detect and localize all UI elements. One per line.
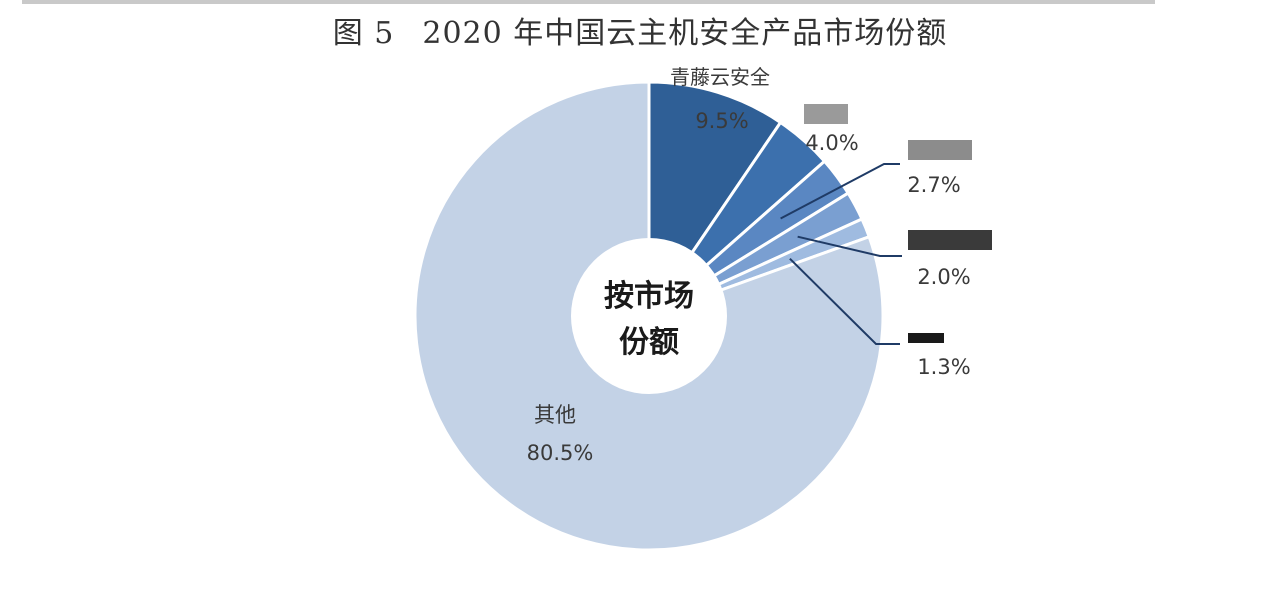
slice-1-value: 4.0%	[805, 131, 858, 155]
top-rule	[22, 0, 1155, 4]
slice-3-redacted-name	[908, 230, 992, 250]
center-label-line-2: 份额	[619, 325, 679, 360]
donut-hole	[571, 238, 727, 394]
slice-2-value: 2.7%	[907, 173, 960, 197]
figure-title: 图 5 2020 年中国云主机安全产品市场份额	[0, 8, 1280, 52]
leader-lines-group	[780, 163, 902, 345]
labels-group: 青藤云安全 9.5% 4.0% 2.7% 2.0% 1.3% 其他 80.5%	[527, 65, 992, 465]
slice-0-name: 青藤云安全	[670, 65, 770, 89]
slice-2-leader-line	[780, 163, 900, 220]
slice-2-redacted-name	[908, 140, 972, 160]
slice-4-redacted-name	[908, 333, 944, 343]
slice-3-value: 2.0%	[917, 265, 970, 289]
slice-3-leader-line	[797, 235, 902, 257]
slice-4-value: 1.3%	[917, 355, 970, 379]
figure-number: 图 5	[332, 16, 395, 51]
figure-title-text: 2020 年中国云主机安全产品市场份额	[422, 16, 948, 51]
slice-5-value: 80.5%	[527, 441, 594, 465]
slice-1-redacted-name	[804, 104, 848, 124]
slice-0-value: 9.5%	[695, 109, 748, 133]
slice-5-name: 其他	[534, 403, 576, 427]
slice-4-leader-line	[789, 257, 900, 345]
center-label-line-1: 按市场	[604, 279, 694, 314]
